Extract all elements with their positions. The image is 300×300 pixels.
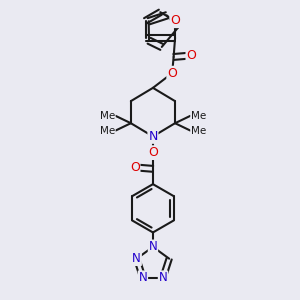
- Text: Me: Me: [100, 126, 115, 136]
- Text: N: N: [148, 240, 157, 254]
- Text: O: O: [186, 49, 196, 62]
- Text: Me: Me: [100, 111, 115, 121]
- Text: N: N: [148, 130, 158, 143]
- Text: O: O: [130, 161, 140, 174]
- Text: O: O: [170, 14, 180, 27]
- Text: Me: Me: [191, 111, 206, 121]
- Text: N: N: [132, 252, 141, 265]
- Text: O: O: [148, 146, 158, 159]
- Text: Me: Me: [191, 126, 206, 136]
- Text: N: N: [159, 271, 167, 284]
- Text: N: N: [139, 271, 147, 284]
- Text: O: O: [167, 67, 177, 80]
